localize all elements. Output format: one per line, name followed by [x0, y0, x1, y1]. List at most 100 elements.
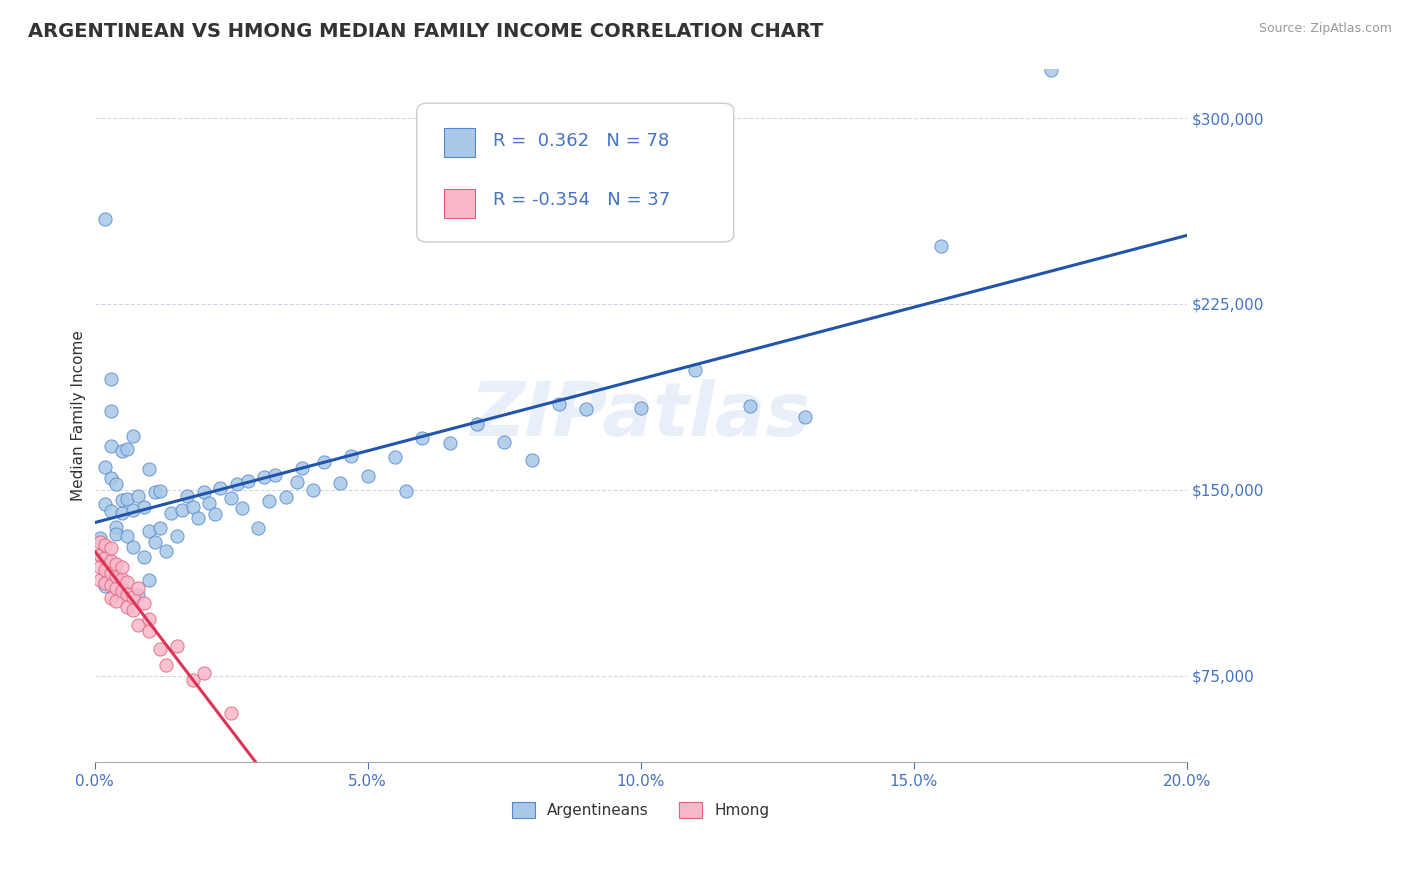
Point — [100, 439, 122, 453]
Text: R = -0.354   N = 37: R = -0.354 N = 37 — [494, 192, 671, 210]
Point — [138, 524, 160, 538]
Point — [204, 508, 226, 522]
Point — [127, 588, 149, 602]
Point — [105, 557, 128, 571]
Point — [121, 503, 143, 517]
Point — [117, 587, 139, 601]
Point — [100, 372, 122, 386]
Point — [253, 470, 276, 484]
Point — [111, 443, 134, 458]
Y-axis label: Median Family Income: Median Family Income — [72, 330, 86, 501]
Point — [166, 639, 188, 653]
Point — [117, 529, 139, 543]
Point — [149, 483, 172, 498]
Point — [155, 544, 177, 558]
Point — [181, 500, 204, 515]
Point — [236, 475, 259, 489]
Point — [143, 534, 166, 549]
Point — [329, 475, 352, 490]
Point — [105, 582, 128, 596]
Point — [411, 431, 433, 445]
Point — [187, 511, 209, 525]
Point — [138, 612, 160, 626]
Point — [121, 428, 143, 442]
Point — [100, 591, 122, 605]
Point — [1039, 63, 1062, 78]
Point — [121, 540, 143, 554]
Point — [94, 460, 117, 475]
Point — [94, 498, 117, 512]
Point — [170, 503, 193, 517]
Legend: Argentineans, Hmong: Argentineans, Hmong — [506, 796, 776, 824]
Point — [219, 706, 242, 720]
Point — [340, 449, 363, 463]
Point — [117, 574, 139, 589]
Point — [929, 239, 952, 253]
Point — [494, 435, 516, 450]
Point — [263, 467, 285, 482]
Point — [105, 477, 128, 491]
Text: ZIPatlas: ZIPatlas — [471, 379, 811, 452]
Point — [117, 491, 139, 506]
Point — [465, 417, 488, 432]
Point — [138, 574, 160, 588]
Point — [132, 596, 155, 610]
Point — [176, 489, 198, 503]
Point — [89, 548, 111, 562]
Point — [231, 500, 253, 515]
Point — [117, 599, 139, 614]
Point — [285, 475, 308, 489]
Point — [138, 624, 160, 638]
Point — [193, 666, 215, 681]
Point — [105, 527, 128, 541]
Point — [685, 362, 707, 376]
Point — [94, 563, 117, 577]
Point — [89, 560, 111, 574]
Point — [100, 541, 122, 556]
Point — [100, 503, 122, 517]
Point — [105, 569, 128, 583]
Point — [105, 519, 128, 533]
Point — [100, 404, 122, 418]
FancyBboxPatch shape — [444, 128, 475, 157]
Point — [793, 409, 815, 424]
Point — [259, 493, 281, 508]
Point — [117, 442, 139, 457]
FancyBboxPatch shape — [444, 188, 475, 218]
FancyBboxPatch shape — [416, 103, 734, 242]
Point — [89, 549, 111, 563]
Point — [94, 212, 117, 227]
Text: R =  0.362   N = 78: R = 0.362 N = 78 — [494, 132, 669, 151]
Point — [100, 471, 122, 485]
Point — [247, 521, 270, 535]
Point — [149, 521, 172, 535]
Point — [111, 584, 134, 599]
Point — [181, 673, 204, 687]
Point — [138, 462, 160, 476]
Point — [111, 559, 134, 574]
Point — [198, 496, 221, 510]
Point — [548, 397, 571, 411]
Point — [630, 401, 652, 415]
Point — [94, 579, 117, 593]
Point — [89, 535, 111, 549]
Point — [127, 489, 149, 503]
Point — [105, 594, 128, 608]
Point — [121, 603, 143, 617]
Point — [94, 538, 117, 552]
Point — [395, 484, 418, 499]
Point — [127, 618, 149, 632]
Point — [111, 572, 134, 586]
Point — [439, 436, 461, 450]
Point — [166, 529, 188, 543]
Point — [160, 506, 183, 520]
Point — [274, 490, 297, 504]
Point — [94, 575, 117, 590]
Point — [127, 581, 149, 595]
Point — [105, 569, 128, 583]
Point — [312, 455, 335, 469]
Point — [225, 477, 247, 491]
Point — [121, 591, 143, 605]
Point — [100, 578, 122, 592]
Point — [155, 657, 177, 672]
